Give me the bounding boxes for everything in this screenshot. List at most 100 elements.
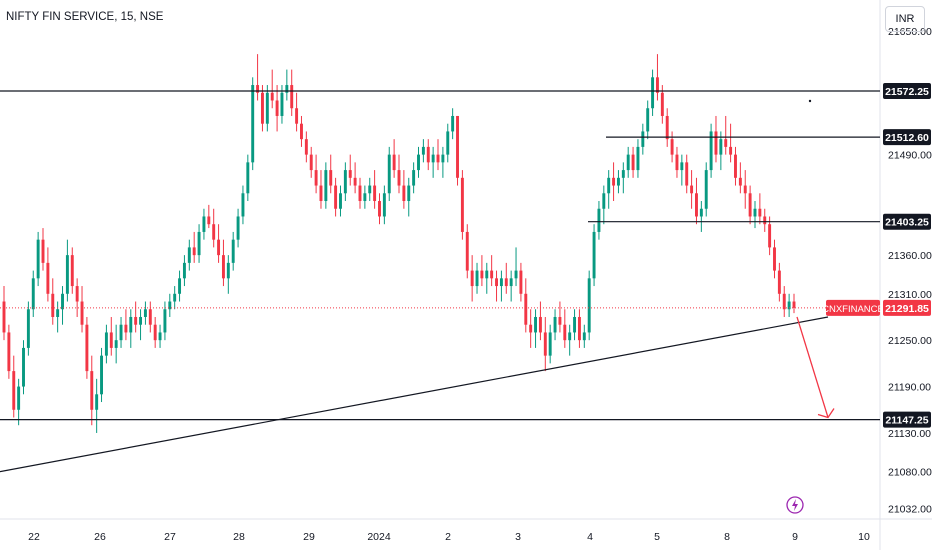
candle-body: [158, 332, 162, 341]
candle-body: [729, 146, 733, 155]
candle-body: [412, 170, 416, 186]
candle-body: [660, 92, 664, 116]
x-tick-label: 22: [28, 531, 40, 543]
y-tick-label: 21190.00: [888, 382, 931, 394]
candle-body: [300, 123, 303, 140]
candle-body: [285, 85, 289, 93]
candle-body: [168, 301, 172, 310]
candle-body: [153, 324, 157, 341]
candle-body: [490, 270, 494, 279]
candle-body: [558, 316, 562, 325]
candle-body: [670, 139, 674, 155]
x-tick-label: 5: [654, 531, 660, 543]
lightning-icon[interactable]: [786, 496, 804, 514]
candle-body: [768, 224, 772, 248]
candle-body: [480, 270, 484, 279]
candle-body: [456, 115, 459, 178]
candle-body: [451, 115, 455, 132]
currency-button[interactable]: INR: [885, 6, 925, 32]
candle-body: [407, 185, 411, 202]
x-tick-label: 2024: [367, 531, 391, 543]
candle-body: [709, 131, 713, 171]
candle-body: [465, 231, 469, 271]
candle-body: [631, 154, 635, 171]
candle-body: [124, 324, 128, 333]
candle-body: [265, 92, 269, 124]
candle-body: [343, 170, 347, 194]
symbol-label: CNXFINANCE: [822, 304, 884, 315]
candle-body: [529, 324, 533, 333]
marker-dot: [808, 99, 812, 103]
candle-body: [304, 139, 308, 155]
candle-body: [738, 177, 742, 186]
candle-body: [763, 216, 767, 225]
candle-body: [626, 154, 630, 171]
candle-body: [509, 278, 513, 287]
x-tick-label: 26: [94, 531, 106, 543]
candle-body: [143, 309, 147, 317]
candle-body: [178, 278, 182, 294]
candle-body: [236, 216, 240, 240]
y-tick-label: 21360.00: [888, 250, 932, 262]
trendline[interactable]: [0, 316, 829, 473]
candle-body: [378, 201, 381, 217]
candle-body: [36, 239, 40, 279]
level-price-label: 21572.25: [885, 86, 929, 98]
candle-body: [280, 92, 284, 116]
candle-body: [514, 270, 518, 279]
candle-body: [714, 131, 718, 155]
candle-body: [207, 216, 211, 225]
candle-body: [641, 131, 645, 147]
candle-body: [592, 231, 596, 279]
candle-body: [777, 270, 781, 294]
candle-body: [758, 208, 762, 217]
candle-body: [446, 131, 450, 155]
candle-body: [324, 170, 328, 202]
x-tick-label: 28: [233, 531, 245, 543]
candle-body: [485, 270, 489, 279]
candle-body: [12, 371, 16, 410]
candle-body: [636, 146, 640, 171]
candle-body: [724, 139, 728, 147]
candle-body: [475, 270, 479, 287]
candle-body: [753, 208, 757, 217]
y-tick-label: 21032.00: [888, 504, 932, 516]
candle-body: [470, 270, 474, 287]
candle-body: [46, 262, 50, 294]
candle-body: [119, 324, 123, 341]
arrow-head: [817, 408, 835, 419]
y-tick-label: 21130.00: [888, 428, 931, 440]
candle-body: [270, 92, 274, 101]
candle-body: [295, 108, 299, 124]
candle-body: [397, 170, 401, 186]
candle-body: [329, 170, 333, 186]
candle-body: [436, 154, 440, 163]
candle-body: [382, 193, 386, 217]
x-tick-label: 27: [164, 531, 176, 543]
candle-body: [363, 193, 367, 202]
candle-body: [353, 177, 357, 186]
candle-body: [17, 386, 21, 410]
candle-body: [504, 278, 508, 287]
candle-body: [534, 316, 538, 333]
candle-body: [524, 293, 528, 325]
candle-body: [182, 262, 186, 279]
candle-body: [75, 286, 79, 302]
candle-body: [665, 115, 669, 140]
candle-body: [680, 162, 684, 171]
candle-body: [212, 224, 216, 240]
candle-body: [202, 216, 206, 232]
level-price-label-bg: [883, 83, 931, 100]
candle-body: [163, 309, 167, 333]
candle-body: [65, 255, 69, 294]
candle-body: [100, 355, 103, 395]
candle-body: [134, 316, 138, 325]
candle-body: [41, 239, 45, 263]
candle-body: [246, 162, 250, 194]
candle-body: [334, 185, 338, 209]
arrow-line[interactable]: [796, 316, 829, 418]
candle-body: [621, 170, 625, 178]
candle-body: [787, 301, 791, 310]
candle-body: [699, 208, 703, 217]
